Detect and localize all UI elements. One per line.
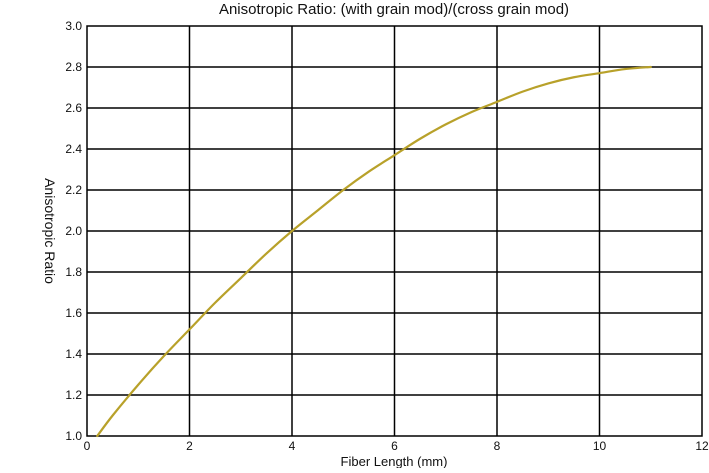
y-tick-label: 2.4 <box>65 142 82 156</box>
tick-labels: 0 2 4 6 8 10 12 1.0 1.2 1.4 1.6 1.8 2.0 2.2 2.4 2.6 2.8 3… <box>65 19 709 453</box>
series-layer <box>96 65 652 438</box>
x-tick-label: 4 <box>289 439 296 453</box>
x-tick-label: 6 <box>391 439 398 453</box>
x-tick-label: 8 <box>494 439 501 453</box>
y-tick-label: 1.8 <box>65 265 82 279</box>
y-tick-label: 2.6 <box>65 101 82 115</box>
grid <box>86 25 703 437</box>
y-tick-label: 1.0 <box>65 429 82 443</box>
x-tick-label: 2 <box>186 439 193 453</box>
y-tick-label: 2.8 <box>65 60 82 74</box>
x-tick-label: 0 <box>84 439 91 453</box>
chart-title: Anisotropic Ratio: (with grain mod)/(cro… <box>219 1 569 18</box>
x-axis-label: Fiber Length (mm) <box>341 454 448 468</box>
y-tick-label: 3.0 <box>65 19 82 33</box>
y-axis-label: Anisotropic Ratio <box>42 178 58 284</box>
y-tick-label: 2.2 <box>65 183 82 197</box>
x-tick-label: 10 <box>593 439 607 453</box>
y-tick-label: 1.4 <box>65 347 82 361</box>
series-line-0 <box>96 65 652 438</box>
y-tick-label: 2.0 <box>65 224 82 238</box>
y-tick-label: 1.2 <box>65 388 82 402</box>
y-tick-label: 1.6 <box>65 306 82 320</box>
x-tick-label: 12 <box>695 439 709 453</box>
